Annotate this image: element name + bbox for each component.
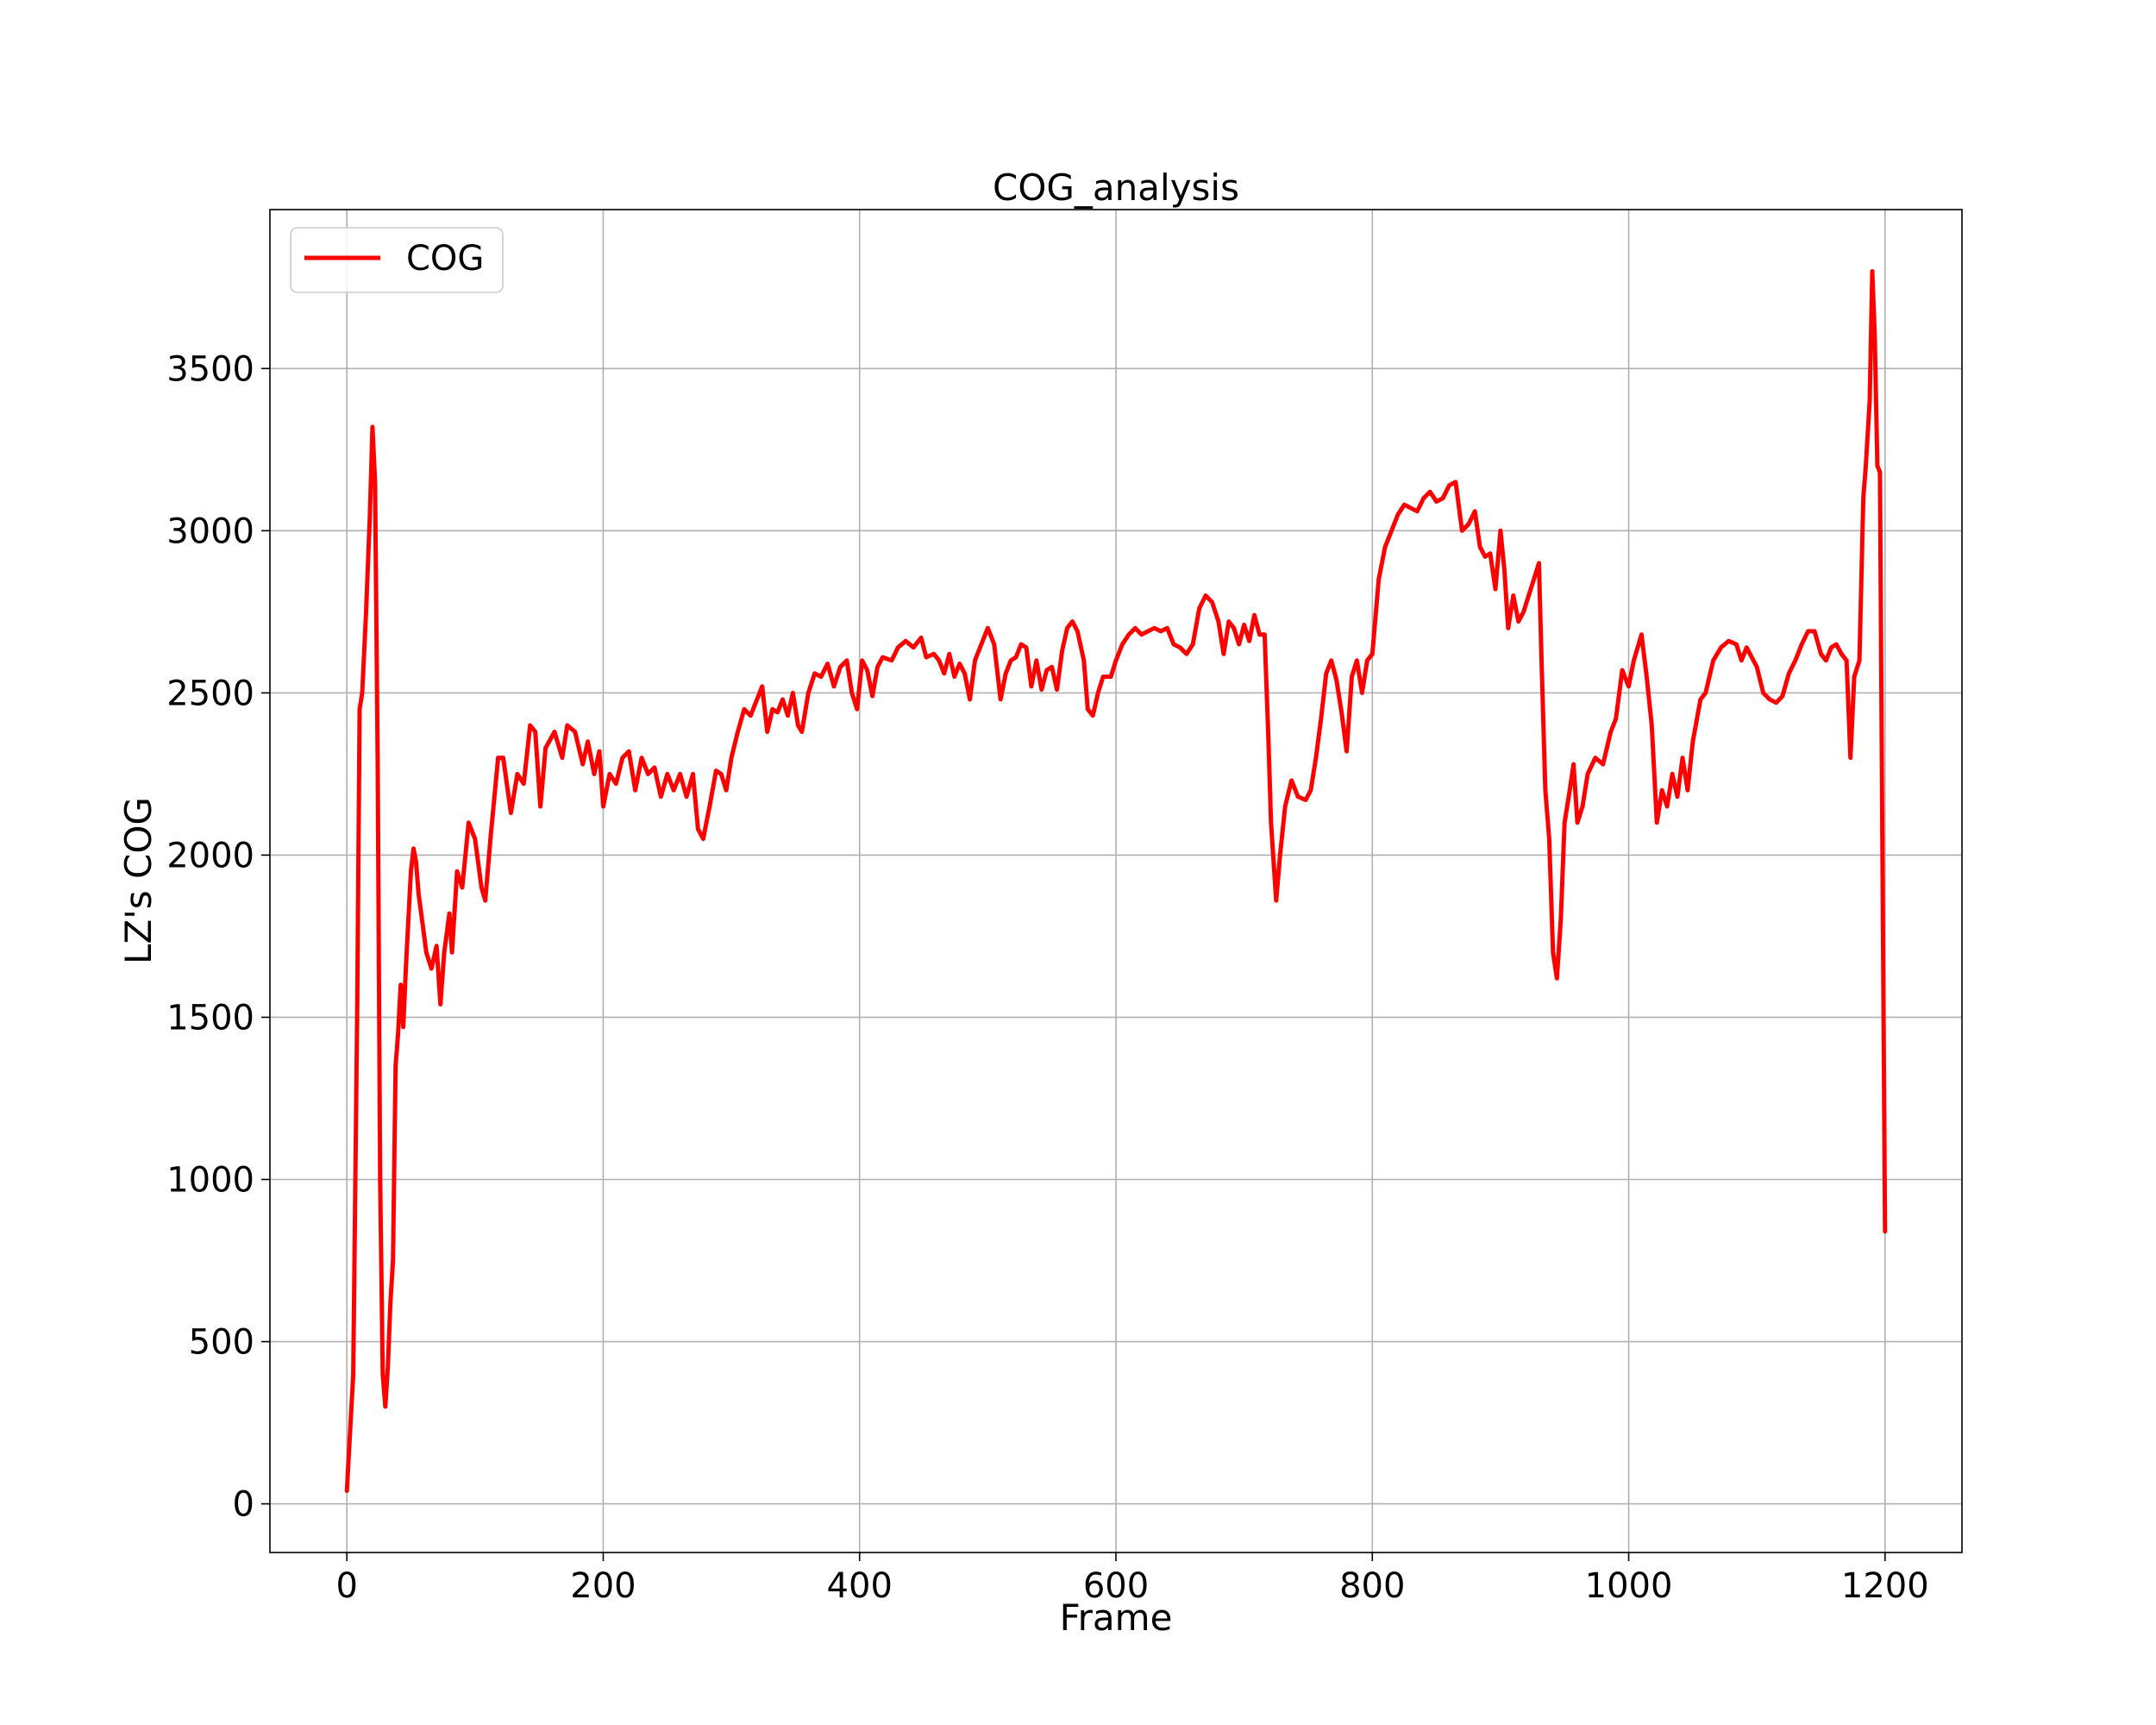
legend-label-cog: COG	[406, 239, 484, 279]
x-tick-label: 600	[1083, 1566, 1149, 1606]
x-tick-label: 400	[827, 1566, 893, 1606]
grid	[270, 210, 1962, 1552]
x-tick-label: 200	[570, 1566, 636, 1606]
x-tick-label: 0	[335, 1566, 357, 1606]
data-series	[344, 269, 1888, 1493]
x-tick-label: 1200	[1841, 1566, 1929, 1606]
legend-box	[290, 227, 504, 293]
y-tick-label: 2000	[166, 836, 254, 875]
chart-title: COG_analysis	[993, 166, 1239, 209]
legend: COG	[290, 227, 504, 293]
y-tick-label: 1500	[166, 998, 254, 1038]
y-axis-label: LZ's COG	[117, 797, 160, 964]
y-tick-label: 1000	[166, 1161, 254, 1201]
y-tick-label: 3000	[166, 511, 254, 551]
series-line-cog	[344, 269, 1888, 1493]
x-tick-label: 1000	[1585, 1566, 1673, 1606]
y-tick-label: 0	[233, 1485, 254, 1525]
x-axis-label: Frame	[1060, 1596, 1173, 1639]
y-tick-label: 3500	[166, 349, 254, 389]
y-tick-label: 500	[189, 1323, 254, 1363]
y-tick-label: 2500	[166, 674, 254, 713]
x-tick-label: 800	[1339, 1566, 1405, 1606]
axis-ticks: 0 200 400 600 800 1000 1200 0 500 1000 1500 2000 250…	[166, 349, 1929, 1606]
